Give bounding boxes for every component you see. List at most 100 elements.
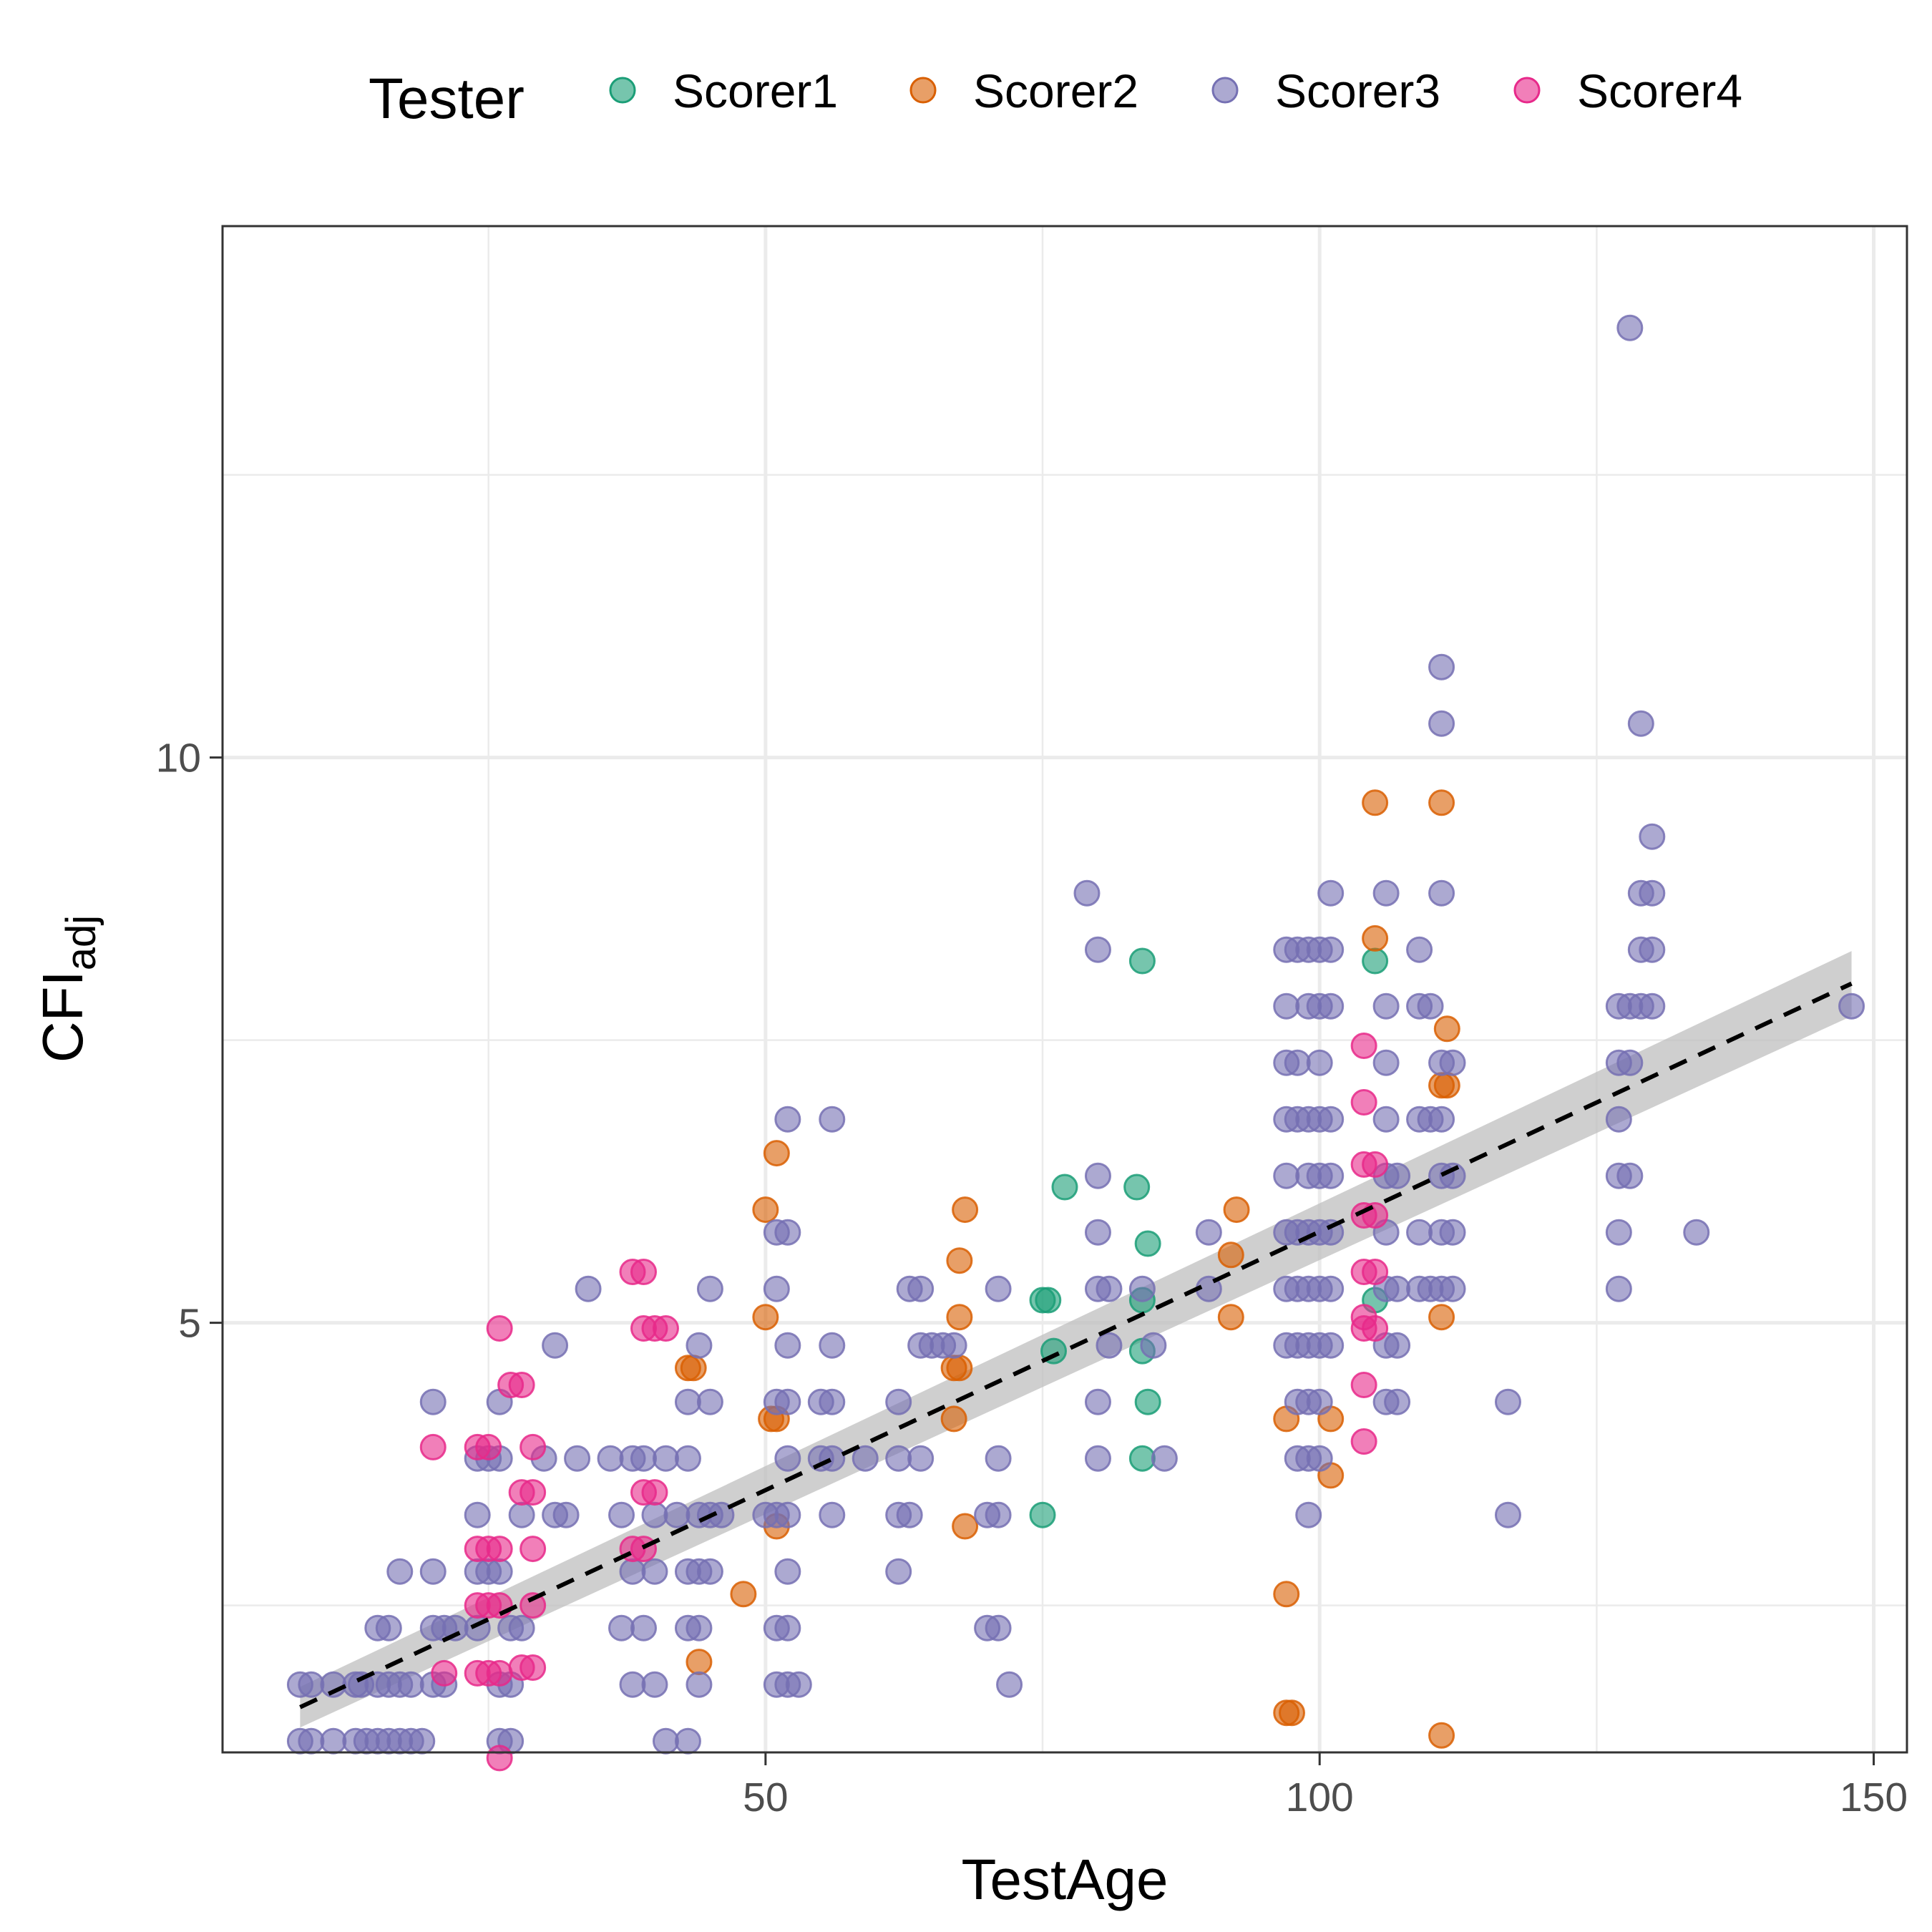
point-scorer4 — [486, 1315, 513, 1342]
point-scorer3 — [619, 1671, 646, 1698]
point-scorer4 — [519, 1654, 547, 1681]
point-scorer3 — [1372, 992, 1400, 1020]
point-scorer3 — [1372, 1049, 1400, 1076]
point-scorer3 — [1639, 823, 1666, 850]
point-scorer3 — [674, 1445, 701, 1472]
point-scorer3 — [1306, 1388, 1333, 1415]
point-scorer2 — [1428, 1304, 1455, 1331]
point-scorer2 — [952, 1513, 979, 1540]
point-scorer4 — [486, 1592, 513, 1619]
point-scorer3 — [774, 1558, 801, 1585]
point-scorer1 — [1051, 1174, 1078, 1201]
point-scorer3 — [1084, 1219, 1111, 1246]
x-axis-title: TestAge — [961, 1848, 1168, 1911]
point-scorer3 — [1605, 1275, 1632, 1302]
point-scorer3 — [1616, 1162, 1644, 1189]
x-tick-label: 150 — [1840, 1775, 1908, 1820]
point-scorer4 — [1362, 1202, 1389, 1229]
point-scorer3 — [996, 1671, 1023, 1698]
point-scorer3 — [1838, 992, 1865, 1020]
point-scorer4 — [486, 1745, 513, 1772]
point-scorer3 — [641, 1558, 668, 1585]
point-scorer3 — [1073, 879, 1101, 907]
point-scorer3 — [1439, 1162, 1466, 1189]
point-scorer3 — [819, 1501, 846, 1528]
point-scorer3 — [630, 1445, 657, 1472]
point-scorer2 — [940, 1405, 967, 1433]
point-scorer3 — [774, 1332, 801, 1359]
point-scorer2 — [730, 1581, 757, 1608]
point-scorer3 — [1372, 1106, 1400, 1133]
point-scorer3 — [1406, 936, 1433, 963]
point-scorer3 — [819, 1106, 846, 1133]
point-scorer3 — [1128, 1275, 1156, 1302]
point-scorer4 — [519, 1592, 547, 1619]
point-scorer3 — [774, 1501, 801, 1528]
point-scorer4 — [431, 1659, 458, 1687]
point-scorer3 — [763, 1671, 790, 1698]
point-scorer4 — [1362, 1259, 1389, 1285]
point-scorer4 — [1350, 1372, 1377, 1398]
y-axis-title-sub: adj — [58, 915, 104, 970]
point-scorer3 — [985, 1501, 1012, 1528]
point-scorer3 — [1084, 936, 1111, 963]
point-scorer3 — [652, 1727, 679, 1755]
point-scorer3 — [1639, 879, 1666, 907]
point-scorer3 — [696, 1388, 723, 1415]
point-scorer3 — [375, 1614, 402, 1641]
point-scorer2 — [1223, 1196, 1250, 1224]
point-scorer3 — [907, 1275, 935, 1302]
point-scorer3 — [1605, 1219, 1632, 1246]
point-scorer4 — [508, 1372, 535, 1398]
point-scorer3 — [320, 1727, 347, 1755]
point-scorer2 — [1433, 1015, 1460, 1043]
point-scorer3 — [641, 1501, 668, 1528]
point-scorer4 — [1362, 1315, 1389, 1342]
point-scorer4 — [652, 1315, 679, 1342]
point-scorer3 — [608, 1614, 635, 1641]
point-scorer3 — [552, 1501, 580, 1528]
point-scorer2 — [1428, 789, 1455, 816]
point-scorer3 — [1284, 1049, 1311, 1076]
point-scorer3 — [696, 1275, 723, 1302]
point-scorer3 — [940, 1332, 967, 1359]
point-scorer3 — [663, 1501, 691, 1528]
point-scorer3 — [419, 1558, 447, 1585]
point-scorer1 — [1123, 1174, 1151, 1201]
point-scorer3 — [1616, 314, 1644, 341]
y-tick-label: 10 — [156, 736, 201, 781]
point-scorer3 — [575, 1275, 602, 1302]
y-axis-title: CFIadj — [31, 915, 104, 1063]
point-scorer3 — [564, 1445, 591, 1472]
point-scorer3 — [852, 1445, 879, 1472]
point-scorer2 — [946, 1304, 973, 1331]
point-scorer3 — [674, 1727, 701, 1755]
point-scorer1 — [1134, 1388, 1161, 1415]
legend-title: Tester — [369, 67, 525, 130]
point-scorer2 — [752, 1196, 779, 1224]
point-scorer3 — [774, 1219, 801, 1246]
point-scorer3 — [1439, 1275, 1466, 1302]
point-scorer3 — [542, 1332, 569, 1359]
point-scorer3 — [1406, 1219, 1433, 1246]
point-scorer2 — [1217, 1241, 1244, 1269]
panel-border — [221, 225, 1908, 1754]
point-scorer3 — [1639, 936, 1666, 963]
legend-key-scorer1 — [609, 77, 636, 104]
point-scorer3 — [1616, 1049, 1644, 1076]
point-scorer3 — [1639, 992, 1666, 1020]
point-scorer3 — [807, 1445, 834, 1472]
legend-label-scorer4: Scorer4 — [1577, 64, 1742, 117]
point-scorer3 — [1428, 1106, 1455, 1133]
point-scorer2 — [1217, 1304, 1244, 1331]
y-axis-title-main: CFI — [31, 970, 94, 1063]
y-tick-label: 5 — [178, 1301, 201, 1347]
point-scorer3 — [696, 1558, 723, 1585]
point-scorer3 — [1317, 1219, 1345, 1246]
point-scorer2 — [1273, 1581, 1300, 1608]
point-scorer2 — [1433, 1072, 1460, 1099]
point-scorer3 — [686, 1671, 713, 1698]
point-scorer3 — [1317, 1162, 1345, 1189]
point-scorer2 — [946, 1247, 973, 1274]
